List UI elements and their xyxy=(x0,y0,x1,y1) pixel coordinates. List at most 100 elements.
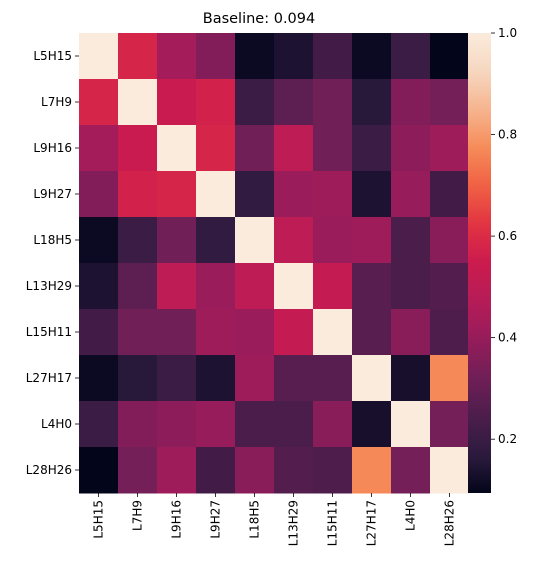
x-tick-labels: L5H15 L7H9 L9H16 L9H27 L18H5 L13H29 L15H11 L27H… xyxy=(92,493,457,546)
heatmap-cell-L9H16-L28H26 xyxy=(430,125,470,172)
heatmap-cell-L9H16-L27H17 xyxy=(352,125,392,172)
heatmap-cell-L15H11-L13H29 xyxy=(274,309,314,356)
heatmap-cell-L4H0-L7H9 xyxy=(118,401,158,448)
y-tick-label: L28H26 xyxy=(26,463,72,477)
heatmap-cells xyxy=(79,33,470,494)
heatmap-cell-L27H17-L4H0 xyxy=(391,355,431,402)
heatmap-cell-L28H26-L4H0 xyxy=(391,447,431,494)
heatmap-cell-L7H9-L4H0 xyxy=(391,79,431,126)
heatmap-cell-L15H11-L5H15 xyxy=(79,309,119,356)
heatmap-cell-L27H17-L5H15 xyxy=(79,355,119,402)
heatmap-cell-L7H9-L5H15 xyxy=(79,79,119,126)
heatmap-cell-L15H11-L28H26 xyxy=(430,309,470,356)
heatmap-cell-L18H5-L4H0 xyxy=(391,217,431,264)
heatmap-cell-L9H16-L9H27 xyxy=(196,125,236,172)
heatmap-cell-L28H26-L5H15 xyxy=(79,447,119,494)
colorbar-gradient xyxy=(468,33,491,493)
heatmap-cell-L5H15-L27H17 xyxy=(352,33,392,80)
heatmap-cell-L18H5-L9H16 xyxy=(157,217,197,264)
heatmap-cell-L18H5-L15H11 xyxy=(313,217,353,264)
heatmap-cell-L9H16-L15H11 xyxy=(313,125,353,172)
heatmap-cell-L5H15-L18H5 xyxy=(235,33,275,80)
heatmap-cell-L13H29-L15H11 xyxy=(313,263,353,310)
heatmap-cell-L4H0-L15H11 xyxy=(313,401,353,448)
heatmap-cell-L5H15-L7H9 xyxy=(118,33,158,80)
heatmap-cell-L9H16-L5H15 xyxy=(79,125,119,172)
heatmap-cell-L5H15-L9H16 xyxy=(157,33,197,80)
x-tick-label: L15H11 xyxy=(326,500,340,546)
colorbar-tick-label: 0.4 xyxy=(498,331,517,345)
x-tick-label: L7H9 xyxy=(131,500,145,531)
y-tick-label: L7H9 xyxy=(41,95,72,109)
heatmap-cell-L9H16-L4H0 xyxy=(391,125,431,172)
heatmap-cell-L5H15-L9H27 xyxy=(196,33,236,80)
heatmap-cell-L9H27-L9H16 xyxy=(157,171,197,218)
heatmap-cell-L7H9-L27H17 xyxy=(352,79,392,126)
heatmap-cell-L13H29-L18H5 xyxy=(235,263,275,310)
x-tick-label: L9H16 xyxy=(170,500,184,539)
heatmap-cell-L9H27-L7H9 xyxy=(118,171,158,218)
heatmap-cell-L7H9-L13H29 xyxy=(274,79,314,126)
heatmap-cell-L28H26-L9H27 xyxy=(196,447,236,494)
heatmap-cell-L4H0-L28H26 xyxy=(430,401,470,448)
heatmap-cell-L27H17-L27H17 xyxy=(352,355,392,402)
heatmap-cell-L13H29-L5H15 xyxy=(79,263,119,310)
heatmap-cell-L15H11-L4H0 xyxy=(391,309,431,356)
heatmap-cell-L9H27-L15H11 xyxy=(313,171,353,218)
heatmap-cell-L4H0-L18H5 xyxy=(235,401,275,448)
heatmap-cell-L27H17-L9H16 xyxy=(157,355,197,402)
y-tick-labels: L5H15 L7H9 L9H16 L9H27 L18H5 L13H29 L15H11 L27H… xyxy=(26,49,79,477)
heatmap-cell-L5H15-L15H11 xyxy=(313,33,353,80)
heatmap-cell-L13H29-L9H27 xyxy=(196,263,236,310)
y-tick-label: L9H27 xyxy=(33,187,72,201)
heatmap-cell-L15H11-L7H9 xyxy=(118,309,158,356)
heatmap-cell-L28H26-L15H11 xyxy=(313,447,353,494)
heatmap-cell-L9H27-L18H5 xyxy=(235,171,275,218)
heatmap-cell-L7H9-L9H16 xyxy=(157,79,197,126)
heatmap-cell-L28H26-L7H9 xyxy=(118,447,158,494)
heatmap-cell-L4H0-L9H27 xyxy=(196,401,236,448)
heatmap-cell-L28H26-L9H16 xyxy=(157,447,197,494)
heatmap-cell-L4H0-L27H17 xyxy=(352,401,392,448)
heatmap-cell-L9H16-L13H29 xyxy=(274,125,314,172)
heatmap-cell-L5H15-L28H26 xyxy=(430,33,470,80)
heatmap-cell-L4H0-L4H0 xyxy=(391,401,431,448)
heatmap-cell-L28H26-L18H5 xyxy=(235,447,275,494)
heatmap-cell-L9H16-L18H5 xyxy=(235,125,275,172)
heatmap-cell-L9H16-L9H16 xyxy=(157,125,197,172)
heatmap-cell-L13H29-L7H9 xyxy=(118,263,158,310)
heatmap-cell-L15H11-L18H5 xyxy=(235,309,275,356)
heatmap-cell-L9H16-L7H9 xyxy=(118,125,158,172)
heatmap-cell-L5H15-L4H0 xyxy=(391,33,431,80)
x-tick-label: L9H27 xyxy=(209,500,223,539)
heatmap-cell-L27H17-L9H27 xyxy=(196,355,236,402)
x-tick-label: L13H29 xyxy=(287,500,301,546)
heatmap-cell-L13H29-L13H29 xyxy=(274,263,314,310)
heatmap-cell-L18H5-L13H29 xyxy=(274,217,314,264)
heatmap-cell-L9H27-L4H0 xyxy=(391,171,431,218)
colorbar: 0.2 0.4 0.6 0.8 1.0 xyxy=(468,26,517,493)
y-tick-label: L13H29 xyxy=(26,279,72,293)
heatmap-cell-L18H5-L18H5 xyxy=(235,217,275,264)
heatmap-cell-L27H17-L15H11 xyxy=(313,355,353,402)
y-tick-label: L4H0 xyxy=(41,417,72,431)
heatmap-cell-L18H5-L7H9 xyxy=(118,217,158,264)
x-tick-label: L4H0 xyxy=(404,500,418,531)
y-tick-label: L15H11 xyxy=(26,325,72,339)
colorbar-tick-label: 1.0 xyxy=(498,26,517,40)
y-tick-label: L9H16 xyxy=(33,141,72,155)
x-tick-label: L18H5 xyxy=(248,500,262,539)
heatmap-cell-L9H27-L27H17 xyxy=(352,171,392,218)
heatmap-cell-L15H11-L15H11 xyxy=(313,309,353,356)
heatmap-cell-L27H17-L13H29 xyxy=(274,355,314,402)
heatmap-cell-L4H0-L9H16 xyxy=(157,401,197,448)
x-tick-label: L5H15 xyxy=(92,500,106,539)
heatmap-cell-L13H29-L28H26 xyxy=(430,263,470,310)
heatmap-cell-L18H5-L9H27 xyxy=(196,217,236,264)
y-tick-label: L18H5 xyxy=(33,233,72,247)
heatmap-cell-L5H15-L5H15 xyxy=(79,33,119,80)
heatmap-cell-L18H5-L27H17 xyxy=(352,217,392,264)
colorbar-tick-label: 0.8 xyxy=(498,128,517,142)
heatmap-cell-L15H11-L9H27 xyxy=(196,309,236,356)
colorbar-tick-label: 0.6 xyxy=(498,229,517,243)
